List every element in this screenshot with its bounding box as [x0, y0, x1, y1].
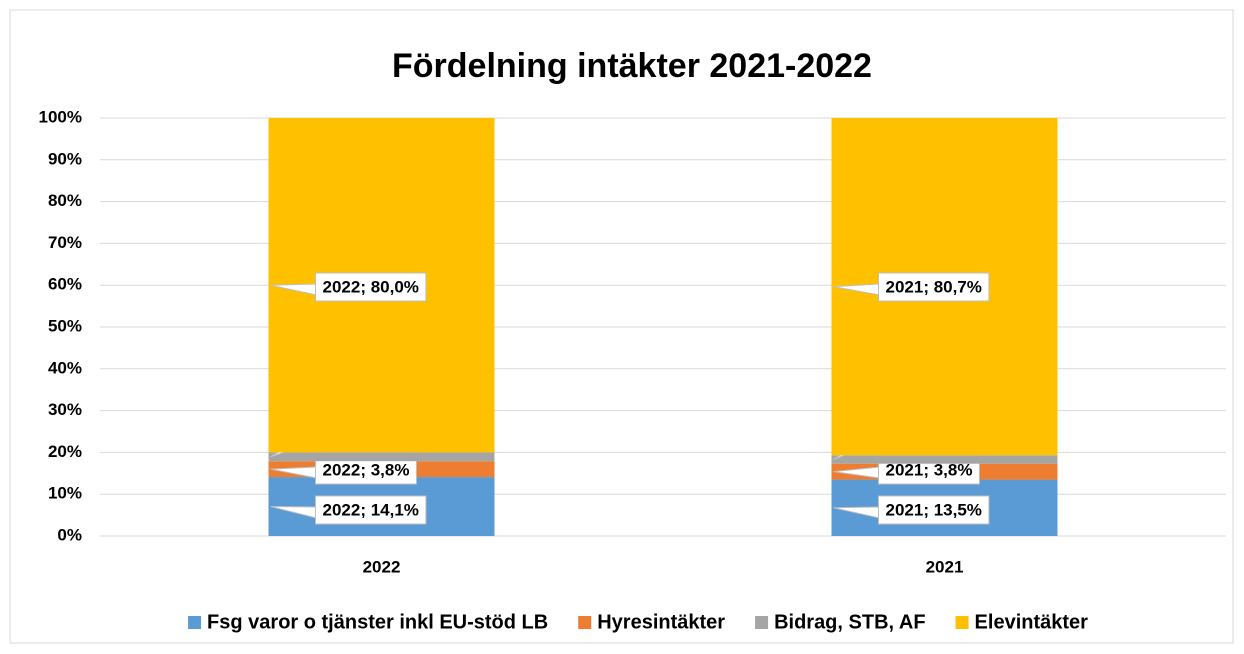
- legend-label: Hyresintäkter: [597, 611, 725, 633]
- label-box: [315, 272, 427, 302]
- y-tick-label: 80%: [48, 191, 82, 210]
- y-tick-label: 60%: [48, 275, 82, 294]
- data-label-text: 2021; 13,5%: [886, 500, 982, 519]
- data-label: 2021; 13,5%: [833, 495, 990, 525]
- legend-swatch: [188, 616, 202, 629]
- y-tick-label: 10%: [48, 484, 82, 503]
- data-label-text: 2022; 14,1%: [323, 500, 419, 519]
- y-tick-label: 0%: [57, 525, 82, 544]
- data-label: 2022; 80,0%: [270, 272, 427, 302]
- data-label-text: 2021; 80,7%: [886, 277, 982, 296]
- label-box: [315, 495, 427, 525]
- legend-swatch: [955, 616, 969, 629]
- legend-swatch: [755, 616, 769, 629]
- label-box: [878, 272, 990, 302]
- y-tick-label: 40%: [48, 358, 82, 377]
- bar-segment: [831, 455, 1058, 464]
- legend-swatch: [578, 616, 592, 629]
- legend-label: Bidrag, STB, AF: [774, 611, 925, 633]
- y-tick-label: 100%: [39, 107, 82, 126]
- data-label: 2022; 14,1%: [270, 495, 427, 525]
- x-tick-label: 2022: [363, 557, 401, 576]
- bar-segment: [268, 452, 495, 462]
- y-tick-label: 70%: [48, 233, 82, 252]
- x-tick-label: 2021: [926, 557, 964, 576]
- legend-label: Fsg varor o tjänster inkl EU-stöd LB: [207, 611, 548, 633]
- y-tick-label: 20%: [48, 442, 82, 461]
- label-box: [878, 495, 990, 525]
- legend-label: Elevintäkter: [975, 611, 1089, 633]
- data-label-text: 2022; 80,0%: [323, 277, 419, 296]
- y-tick-label: 90%: [48, 149, 82, 168]
- data-label-text: 2022; 3,8%: [323, 460, 410, 479]
- data-label: 2021; 80,7%: [833, 272, 990, 302]
- y-tick-label: 50%: [48, 316, 82, 335]
- data-label-text: 2021; 3,8%: [886, 460, 973, 479]
- chart-title: Fördelning intäkter 2021-2022: [392, 47, 872, 85]
- y-tick-label: 30%: [48, 400, 82, 419]
